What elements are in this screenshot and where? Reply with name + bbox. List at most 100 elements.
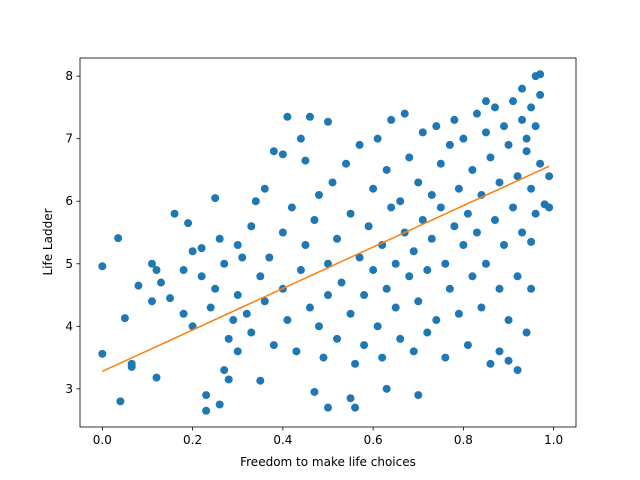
scatter-point: [369, 184, 378, 193]
scatter-point: [278, 150, 287, 159]
scatter-point: [324, 117, 332, 126]
scatter-point: [396, 334, 405, 343]
scatter-point: [527, 184, 536, 193]
scatter-point: [269, 147, 278, 156]
scatter-point: [518, 84, 527, 93]
scatter-point: [481, 97, 490, 106]
scatter-point: [463, 341, 472, 350]
scatter-point: [215, 400, 224, 409]
scatter-point: [500, 241, 509, 250]
scatter-point: [436, 159, 445, 168]
scatter-point: [127, 362, 136, 371]
scatter-point: [445, 140, 454, 149]
scatter-point: [256, 376, 265, 385]
scatter-point: [211, 194, 220, 203]
scatter-point: [531, 209, 540, 218]
scatter-point: [373, 322, 382, 331]
scatter-point: [301, 156, 310, 165]
scatter-point: [450, 115, 459, 124]
x-tick-label: 0.4: [273, 433, 292, 447]
scatter-point: [463, 209, 472, 218]
scatter-point: [405, 272, 414, 281]
scatter-point: [536, 70, 545, 79]
scatter-point: [459, 241, 468, 250]
scatter-point: [486, 153, 495, 162]
scatter-point: [333, 234, 342, 243]
scatter-point: [400, 109, 409, 118]
scatter-point: [346, 309, 355, 318]
scatter-point: [260, 297, 269, 306]
scatter-point: [518, 228, 527, 237]
scatter-point: [423, 328, 432, 337]
scatter-point: [504, 140, 513, 149]
scatter-point: [202, 391, 211, 400]
scatter-point: [531, 122, 540, 131]
scatter-point: [242, 309, 251, 318]
y-tick-label: 6: [65, 194, 73, 208]
scatter-point: [170, 209, 179, 218]
scatter-point: [527, 284, 536, 293]
scatter-point: [495, 347, 504, 356]
scatter-point: [522, 134, 531, 143]
scatter-point: [166, 294, 175, 303]
scatter-point: [369, 266, 378, 275]
scatter-point: [114, 234, 123, 243]
scatter-point: [536, 159, 545, 168]
axes-frame: [79, 57, 577, 428]
scatter-point: [220, 366, 229, 375]
scatter-point: [436, 203, 445, 212]
x-tick-label: 0.8: [454, 433, 473, 447]
scatter-point: [486, 359, 495, 368]
scatter-point: [310, 215, 319, 224]
scatter-point: [522, 147, 531, 156]
x-tick-label: 0.2: [183, 433, 202, 447]
scatter-point: [233, 241, 242, 250]
scatter-point: [522, 328, 531, 337]
scatter-point: [445, 284, 454, 293]
scatter-point: [251, 197, 260, 206]
scatter-point: [224, 334, 233, 343]
scatter-point: [414, 178, 423, 187]
scatter-point: [396, 197, 405, 206]
scatter-point: [481, 128, 490, 137]
scatter-point: [454, 184, 463, 193]
scatter-point: [490, 103, 499, 112]
scatter-point: [278, 228, 287, 237]
y-tick-label: 3: [65, 382, 73, 396]
scatter-point: [459, 134, 468, 143]
scatter-point: [409, 247, 418, 256]
scatter-point: [233, 347, 242, 356]
scatter-point: [432, 316, 441, 325]
scatter-point: [197, 244, 206, 253]
scatter-point: [481, 259, 490, 268]
scatter-point: [314, 322, 323, 331]
scatter-point: [157, 278, 166, 287]
scatter-point: [134, 281, 143, 290]
y-tick-label: 8: [65, 69, 73, 83]
scatter-point: [418, 215, 427, 224]
scatter-point: [296, 134, 305, 143]
scatter-point: [513, 366, 522, 375]
scatter-point: [351, 359, 360, 368]
scatter-point: [495, 178, 504, 187]
scatter-point: [324, 259, 332, 268]
scatter-point: [152, 373, 161, 382]
scatter-point: [387, 203, 396, 212]
scatter-point: [147, 297, 156, 306]
scatter-point: [188, 247, 197, 256]
scatter-point: [179, 266, 188, 275]
scatter-point: [319, 353, 328, 362]
scatter-point: [495, 284, 504, 293]
scatter-point: [360, 291, 369, 300]
scatter-point: [238, 253, 247, 262]
scatter-point: [328, 178, 337, 187]
x-tick-label: 0.6: [364, 433, 383, 447]
scatter-point: [346, 394, 355, 403]
scatter-point: [301, 241, 310, 250]
scatter-point: [342, 159, 351, 168]
scatter-point: [310, 387, 319, 396]
scatter-point: [504, 316, 513, 325]
fit-line: [102, 165, 550, 373]
scatter-point: [391, 259, 400, 268]
